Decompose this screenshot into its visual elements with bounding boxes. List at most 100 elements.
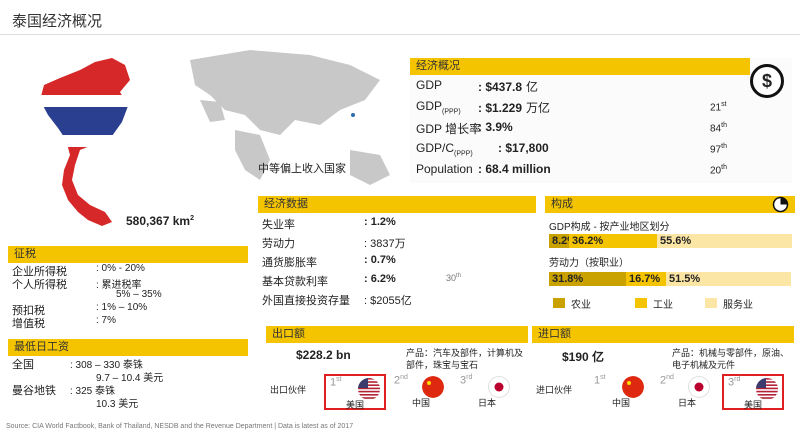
thailand-flag-shape — [40, 58, 130, 226]
partner-rank: 1st — [330, 376, 342, 389]
economy-label-text: GDP — [416, 99, 443, 113]
economy-rank: 21st — [710, 101, 727, 113]
econ-data-label: 外国直接投资存量 — [262, 295, 350, 307]
world-map-icon — [190, 50, 390, 185]
partner-rank: 1st — [594, 374, 606, 387]
export-partner-2: 3rd 日本 — [456, 374, 518, 410]
partner-rank: 2nd — [660, 374, 674, 387]
econ-data-rank-sup: th — [456, 273, 462, 279]
import-partner-1: 2nd 日本 — [656, 374, 718, 410]
import-header: 进口额 — [532, 326, 794, 343]
legend-label: 服务业 — [723, 300, 753, 311]
japan-flag-icon — [688, 376, 710, 398]
economy-rank: 84th — [710, 122, 727, 134]
partner-country: 日本 — [677, 398, 696, 408]
labor-bar-1: 16.7% — [626, 272, 666, 286]
economy-label-sub: (PPP) — [442, 108, 461, 116]
partner-rank-num: 2 — [660, 374, 667, 387]
economy-label-text: GDP/C — [416, 141, 455, 155]
tax-value: : 累进税率 — [96, 280, 142, 291]
wage-panel: 最低日工资 全国: 308 – 330 泰铢 9.7 – 10.4 美元 曼谷地铁:… — [8, 339, 248, 411]
economy-row-label: GDP(PPP) — [416, 99, 461, 115]
china-flag-icon — [622, 376, 644, 398]
export-products: 产品：汽车及部件，计算机及部件，珠宝与宝石 — [406, 348, 524, 370]
econ-data-value: : 6.2% — [364, 273, 396, 285]
econ-data-label: 通货膨胀率 — [262, 257, 317, 269]
partner-rank-sup: nd — [400, 374, 408, 381]
gdp-bar-0: 8.2% — [549, 234, 577, 248]
labor-bar-2: 51.5% — [666, 272, 791, 286]
economy-rank-num: 97 — [710, 144, 722, 156]
economy-row-label: GDP — [416, 78, 442, 94]
econ-data-header: 经济数据 — [258, 196, 536, 213]
partner-rank-num: 1 — [330, 376, 337, 389]
import-products: 产品：机械与零部件，原油、电子机械及元件 — [672, 348, 790, 370]
economy-rank-sup: th — [721, 122, 727, 129]
economy-row-label: GDP 增长率 — [416, 120, 481, 138]
export-header: 出口额 — [266, 326, 528, 343]
tax-label: 增值税 — [12, 318, 45, 330]
econ-data-value: : 0.7% — [364, 254, 396, 266]
economy-rank-sup: st — [721, 101, 727, 108]
economy-rank-sup: th — [721, 143, 727, 150]
wage-label: 曼谷地铁 — [12, 385, 56, 397]
tax-value: : 0% - 20% — [96, 263, 145, 274]
composition-header: 构成 — [545, 196, 795, 213]
economy-label-sub: (PPP) — [454, 150, 473, 158]
tax-value: 5% – 35% — [116, 289, 162, 300]
gdp-bar-2: 55.6% — [657, 234, 792, 248]
legend-label: 工业 — [653, 300, 673, 311]
pie-chart-icon — [772, 196, 789, 213]
tax-header: 征税 — [8, 246, 248, 263]
gdp-composition-label: GDP构成 - 按产业地区划分 — [549, 222, 670, 233]
partner-rank-sup: st — [336, 376, 342, 383]
econ-data-value: : 1.2% — [364, 216, 396, 228]
page-title: 泰国经济概况 — [12, 13, 103, 30]
wage-header: 最低日工资 — [8, 339, 248, 356]
composition-panel: 构成 GDP构成 - 按产业地区划分 8.2% 36.2% 55.6% 劳动力（按职… — [545, 196, 795, 318]
legend-label: 农业 — [571, 300, 591, 311]
title-divider — [0, 34, 800, 35]
econ-data-rank: 30th — [446, 273, 461, 283]
economy-rank: 20th — [710, 164, 727, 176]
partner-country: 日本 — [477, 398, 496, 408]
partner-country: 美国 — [345, 400, 364, 410]
income-label: 中等偏上收入国家 — [258, 163, 346, 175]
source-footer: Source: CIA World Factbook, Bank of Thai… — [6, 423, 354, 430]
economy-label-text: GDP 增长率 — [416, 122, 482, 136]
import-panel: 进口额 $190 亿 产品：机械与零部件，原油、电子机械及元件 进口伙伴 1st… — [532, 326, 794, 416]
econ-data-label: 劳动力 — [262, 238, 295, 250]
tax-label: 企业所得税 — [12, 266, 67, 278]
economy-rank: 97th — [710, 143, 727, 155]
economy-label-text: Population — [416, 162, 473, 176]
export-partner-label: 出口伙伴 — [270, 385, 307, 395]
economy-rank-num: 21 — [710, 102, 722, 114]
partner-country: 中国 — [411, 398, 430, 408]
economy-value-text: : $17,800 — [498, 141, 549, 155]
area-label: 580,367 km2 — [126, 214, 194, 228]
partner-rank: 3rd — [460, 374, 472, 387]
econ-data-label: 失业率 — [262, 219, 295, 231]
partner-rank-num: 2 — [394, 374, 401, 387]
economy-header: 经济概况 — [410, 58, 750, 75]
economy-row-value: : $1.229 万亿 — [478, 99, 550, 116]
econ-data-panel: 经济数据 失业率: 1.2% 劳动力: 3837万 通货膨胀率: 0.7% 基本贷款利… — [258, 196, 538, 311]
wage-value: : 308 – 330 泰铢 — [70, 360, 143, 371]
economy-value-text: : 3.9% — [478, 120, 513, 134]
map-graphic — [40, 50, 390, 226]
tax-value: : 1% – 10% — [96, 302, 148, 313]
economy-panel: 经济概况 GDP: $437.8 亿 GDP(PPP): $1.229 万亿 21st G… — [410, 58, 792, 183]
economy-rank-num: 20 — [710, 165, 722, 177]
import-partner-2: 3rd 美国 — [722, 374, 784, 410]
econ-data-label: 基本贷款利率 — [262, 276, 328, 288]
japan-flag-icon — [488, 376, 510, 398]
economy-rank-num: 84 — [710, 123, 722, 135]
economy-unit-text: 万亿 — [526, 101, 551, 115]
partner-rank-num: 3 — [460, 374, 467, 387]
economy-row-value: : 68.4 million — [478, 162, 555, 176]
partner-country: 中国 — [611, 398, 630, 408]
export-partner-1: 2nd 中国 — [390, 374, 452, 410]
economy-row-label: Population — [416, 162, 473, 178]
economy-unit-text: 亿 — [526, 80, 539, 94]
partner-rank: 3rd — [728, 376, 740, 389]
